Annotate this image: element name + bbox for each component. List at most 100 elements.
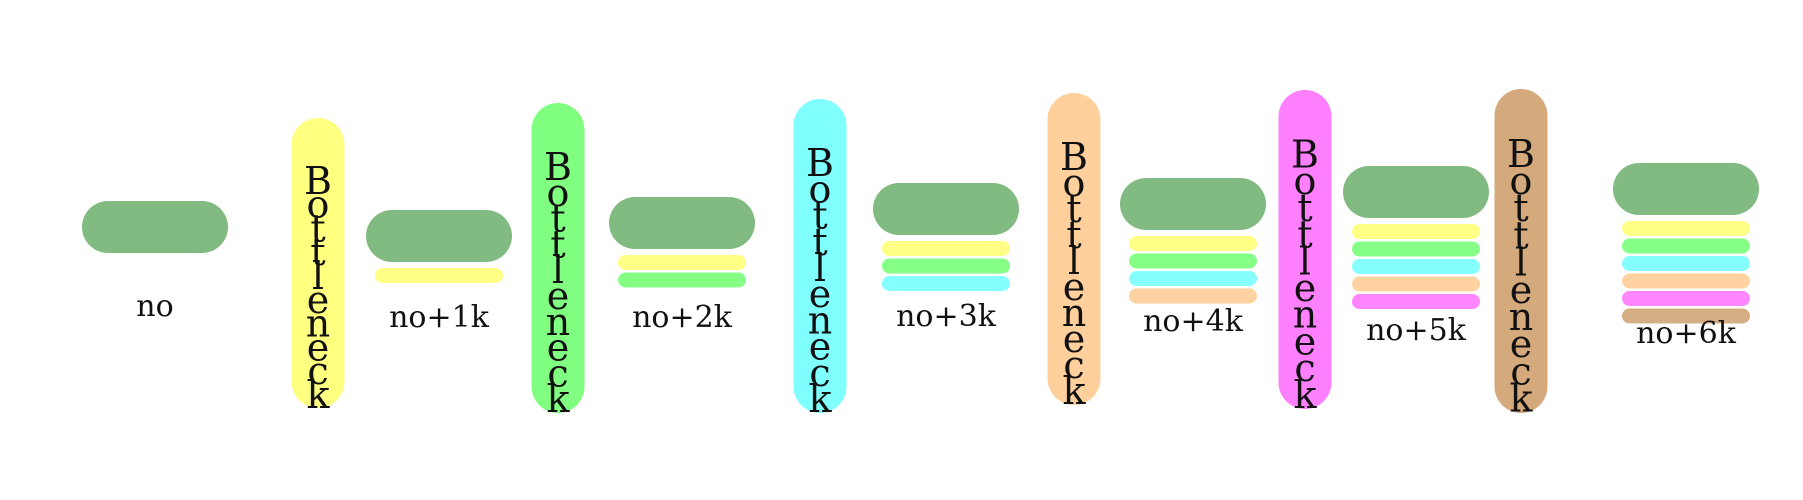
stage-label: no+5k — [1366, 313, 1467, 348]
stage-no+6k: no+6k — [1613, 163, 1759, 351]
bottleneck-letter: l — [312, 254, 324, 298]
stripe-yellow — [1129, 236, 1257, 251]
bottleneck-magenta-pill — [1278, 90, 1332, 409]
bottleneck-letter: k — [1509, 377, 1533, 421]
stripe-magenta — [1622, 291, 1750, 306]
stage-no+5k: no+5k — [1343, 166, 1489, 348]
bottleneck-letter: t — [812, 220, 827, 264]
bottleneck-letter: o — [547, 171, 570, 215]
bottleneck-letter: t — [310, 230, 325, 274]
bottleneck-letter: o — [1063, 161, 1086, 205]
bottleneck-letter: n — [1509, 295, 1533, 339]
bottleneck-letter: e — [1063, 317, 1086, 361]
bottleneck-letter: B — [304, 159, 332, 203]
stage-label: no+2k — [632, 300, 733, 335]
stripe-peach — [1622, 273, 1750, 289]
bottleneck-letter: t — [1513, 213, 1528, 257]
stripe-cyan — [882, 276, 1010, 291]
bottleneck-letter: n — [808, 298, 832, 342]
bottleneck-letter: e — [809, 325, 832, 369]
bottleneck-green-pill — [531, 103, 585, 413]
stage-no+2k: no+2k — [609, 197, 755, 335]
bottleneck-letter: t — [812, 194, 827, 238]
bottleneck-letter: t — [1066, 187, 1081, 231]
stripe-magenta — [1352, 294, 1480, 309]
base-feature-pill — [1120, 178, 1266, 230]
bottleneck-letter: B — [1291, 133, 1319, 177]
bottleneck-letter: k — [1062, 369, 1086, 413]
stripe-cyan — [1129, 271, 1257, 286]
bottleneck-letter: c — [1510, 349, 1531, 393]
base-feature-pill — [82, 201, 228, 253]
bottleneck-letter: e — [547, 326, 570, 370]
bottleneck-letter: o — [1294, 159, 1317, 203]
bottleneck-letter: o — [809, 167, 832, 211]
bottleneck-letter: k — [808, 377, 832, 421]
bottleneck-letter: e — [1294, 319, 1317, 363]
stripe-yellow — [882, 241, 1010, 256]
bottleneck-letter: e — [547, 274, 570, 318]
bottleneck-peach-pill — [1047, 93, 1101, 405]
bottleneck-letter: k — [1293, 373, 1317, 417]
base-feature-pill — [366, 210, 512, 262]
stripe-cyan — [1352, 259, 1480, 274]
stage-label: no+1k — [389, 300, 490, 335]
bottleneck-letter: t — [310, 206, 325, 250]
stripe-yellow — [375, 268, 503, 283]
stage-label: no — [136, 289, 173, 324]
bottleneck-letter: B — [1060, 135, 1088, 179]
bottleneck-letter: k — [306, 373, 330, 417]
bottleneck-yellow-pill — [291, 118, 345, 408]
bottleneck-letter: e — [1063, 265, 1086, 309]
bottleneck-letter: k — [546, 377, 570, 421]
bottleneck-letter: o — [307, 183, 330, 227]
stripe-peach — [1352, 276, 1480, 292]
bottleneck-letter: t — [550, 222, 565, 266]
bottleneck-letter: t — [1066, 213, 1081, 257]
bottleneck-letter: e — [1294, 266, 1317, 310]
bottleneck-letter: c — [1294, 346, 1315, 390]
bottleneck-letter: l — [552, 248, 564, 292]
stage-no: no — [82, 201, 228, 324]
stage-label: no+6k — [1636, 316, 1737, 351]
bottleneck-letter: e — [1510, 322, 1533, 366]
bottleneck-letter: B — [544, 145, 572, 189]
stage-no+1k: no+1k — [366, 210, 512, 335]
bottleneck-letter: c — [547, 351, 568, 395]
bottleneck-letter: t — [550, 197, 565, 241]
stripe-green — [1352, 241, 1480, 257]
bottleneck-letter: c — [1063, 343, 1084, 387]
stage-no+4k: no+4k — [1120, 178, 1266, 339]
bottleneck-letter: l — [814, 246, 826, 290]
bottleneck-tan-pill — [1494, 89, 1548, 413]
bottleneck-letter: B — [806, 141, 834, 185]
bottleneck-letter: e — [1510, 268, 1533, 312]
bottleneck-letter: o — [1510, 159, 1533, 203]
base-feature-pill — [609, 197, 755, 249]
bottleneck-letter: t — [1297, 213, 1312, 257]
bottleneck-letter: e — [307, 278, 330, 322]
bottleneck-letter: l — [1299, 239, 1311, 283]
stripe-tan — [1622, 308, 1750, 324]
stripe-peach — [1129, 288, 1257, 304]
bottleneck-letter: l — [1068, 239, 1080, 283]
bottleneck-letter: c — [307, 349, 328, 393]
bottleneck-letter: t — [1297, 186, 1312, 230]
base-feature-pill — [1613, 163, 1759, 215]
stripe-green — [618, 272, 746, 288]
stripe-green — [882, 258, 1010, 274]
stripe-yellow — [618, 255, 746, 270]
stage-label: no+3k — [896, 299, 997, 334]
bottleneck-letter: n — [1062, 291, 1086, 335]
bottleneck-letter: e — [307, 325, 330, 369]
base-feature-pill — [873, 183, 1019, 235]
bottleneck-letter: t — [1513, 186, 1528, 230]
stage-label: no+4k — [1143, 304, 1244, 339]
base-feature-pill — [1343, 166, 1489, 218]
bottleneck-cyan-pill — [793, 99, 847, 413]
